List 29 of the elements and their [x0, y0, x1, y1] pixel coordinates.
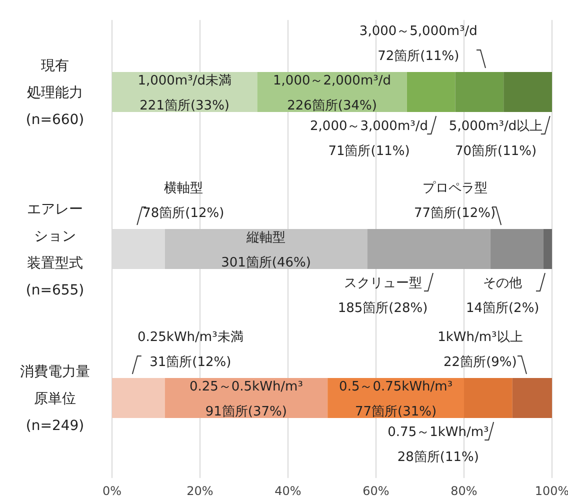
data-label: 1,000～2,000m³/d 226箇所(34%) [273, 74, 391, 114]
data-label: 0.5～0.75kWh/m³ 77箇所(31%) [339, 380, 453, 420]
y-tick-label: 現有処理能力(n=660) [26, 58, 84, 128]
data-label: 横軸型 78箇所(12%) [142, 181, 224, 221]
x-tick-label: 0% [102, 484, 122, 498]
bar [455, 72, 504, 112]
data-label: 0.75～1kWh/m³ 28箇所(11%) [388, 425, 489, 465]
data-label: 0.25kWh/m³未満 31箇所(12%) [137, 330, 244, 370]
bar [512, 378, 552, 418]
data-label: 0.25～0.5kWh/m³ 91箇所(37%) [189, 380, 303, 420]
x-tick-label: 20% [186, 484, 214, 498]
y-tick-label: エアレーション装置型式(n=655) [26, 202, 84, 298]
bar [464, 378, 512, 418]
y-tick-label: 消費電力量原単位(n=249) [20, 364, 90, 434]
x-tick-label: 80% [450, 484, 478, 498]
data-label: スクリュー型 185箇所(28%) [338, 276, 428, 316]
x-tick-label: 40% [274, 484, 302, 498]
data-label: 3,000～5,000m³/d 72箇所(11%) [359, 24, 478, 64]
bar [406, 72, 456, 112]
data-label: その他 14箇所(2%) [466, 276, 540, 316]
data-label: 1,000m³/d未満 221箇所(33%) [138, 74, 232, 114]
data-label: 縦軸型 301箇所(46%) [221, 230, 311, 270]
bar [112, 378, 165, 418]
data-label: 5,000m³/d以上 70箇所(11%) [448, 119, 543, 159]
data-label: 1kWh/m³以上 22箇所(9%) [438, 330, 523, 370]
data-label: プロペラ型 77箇所(12%) [414, 181, 496, 221]
data-label: 2,000～3,000m³/d 71箇所(11%) [310, 119, 428, 159]
bar [504, 72, 552, 112]
x-tick-label: 60% [362, 484, 390, 498]
